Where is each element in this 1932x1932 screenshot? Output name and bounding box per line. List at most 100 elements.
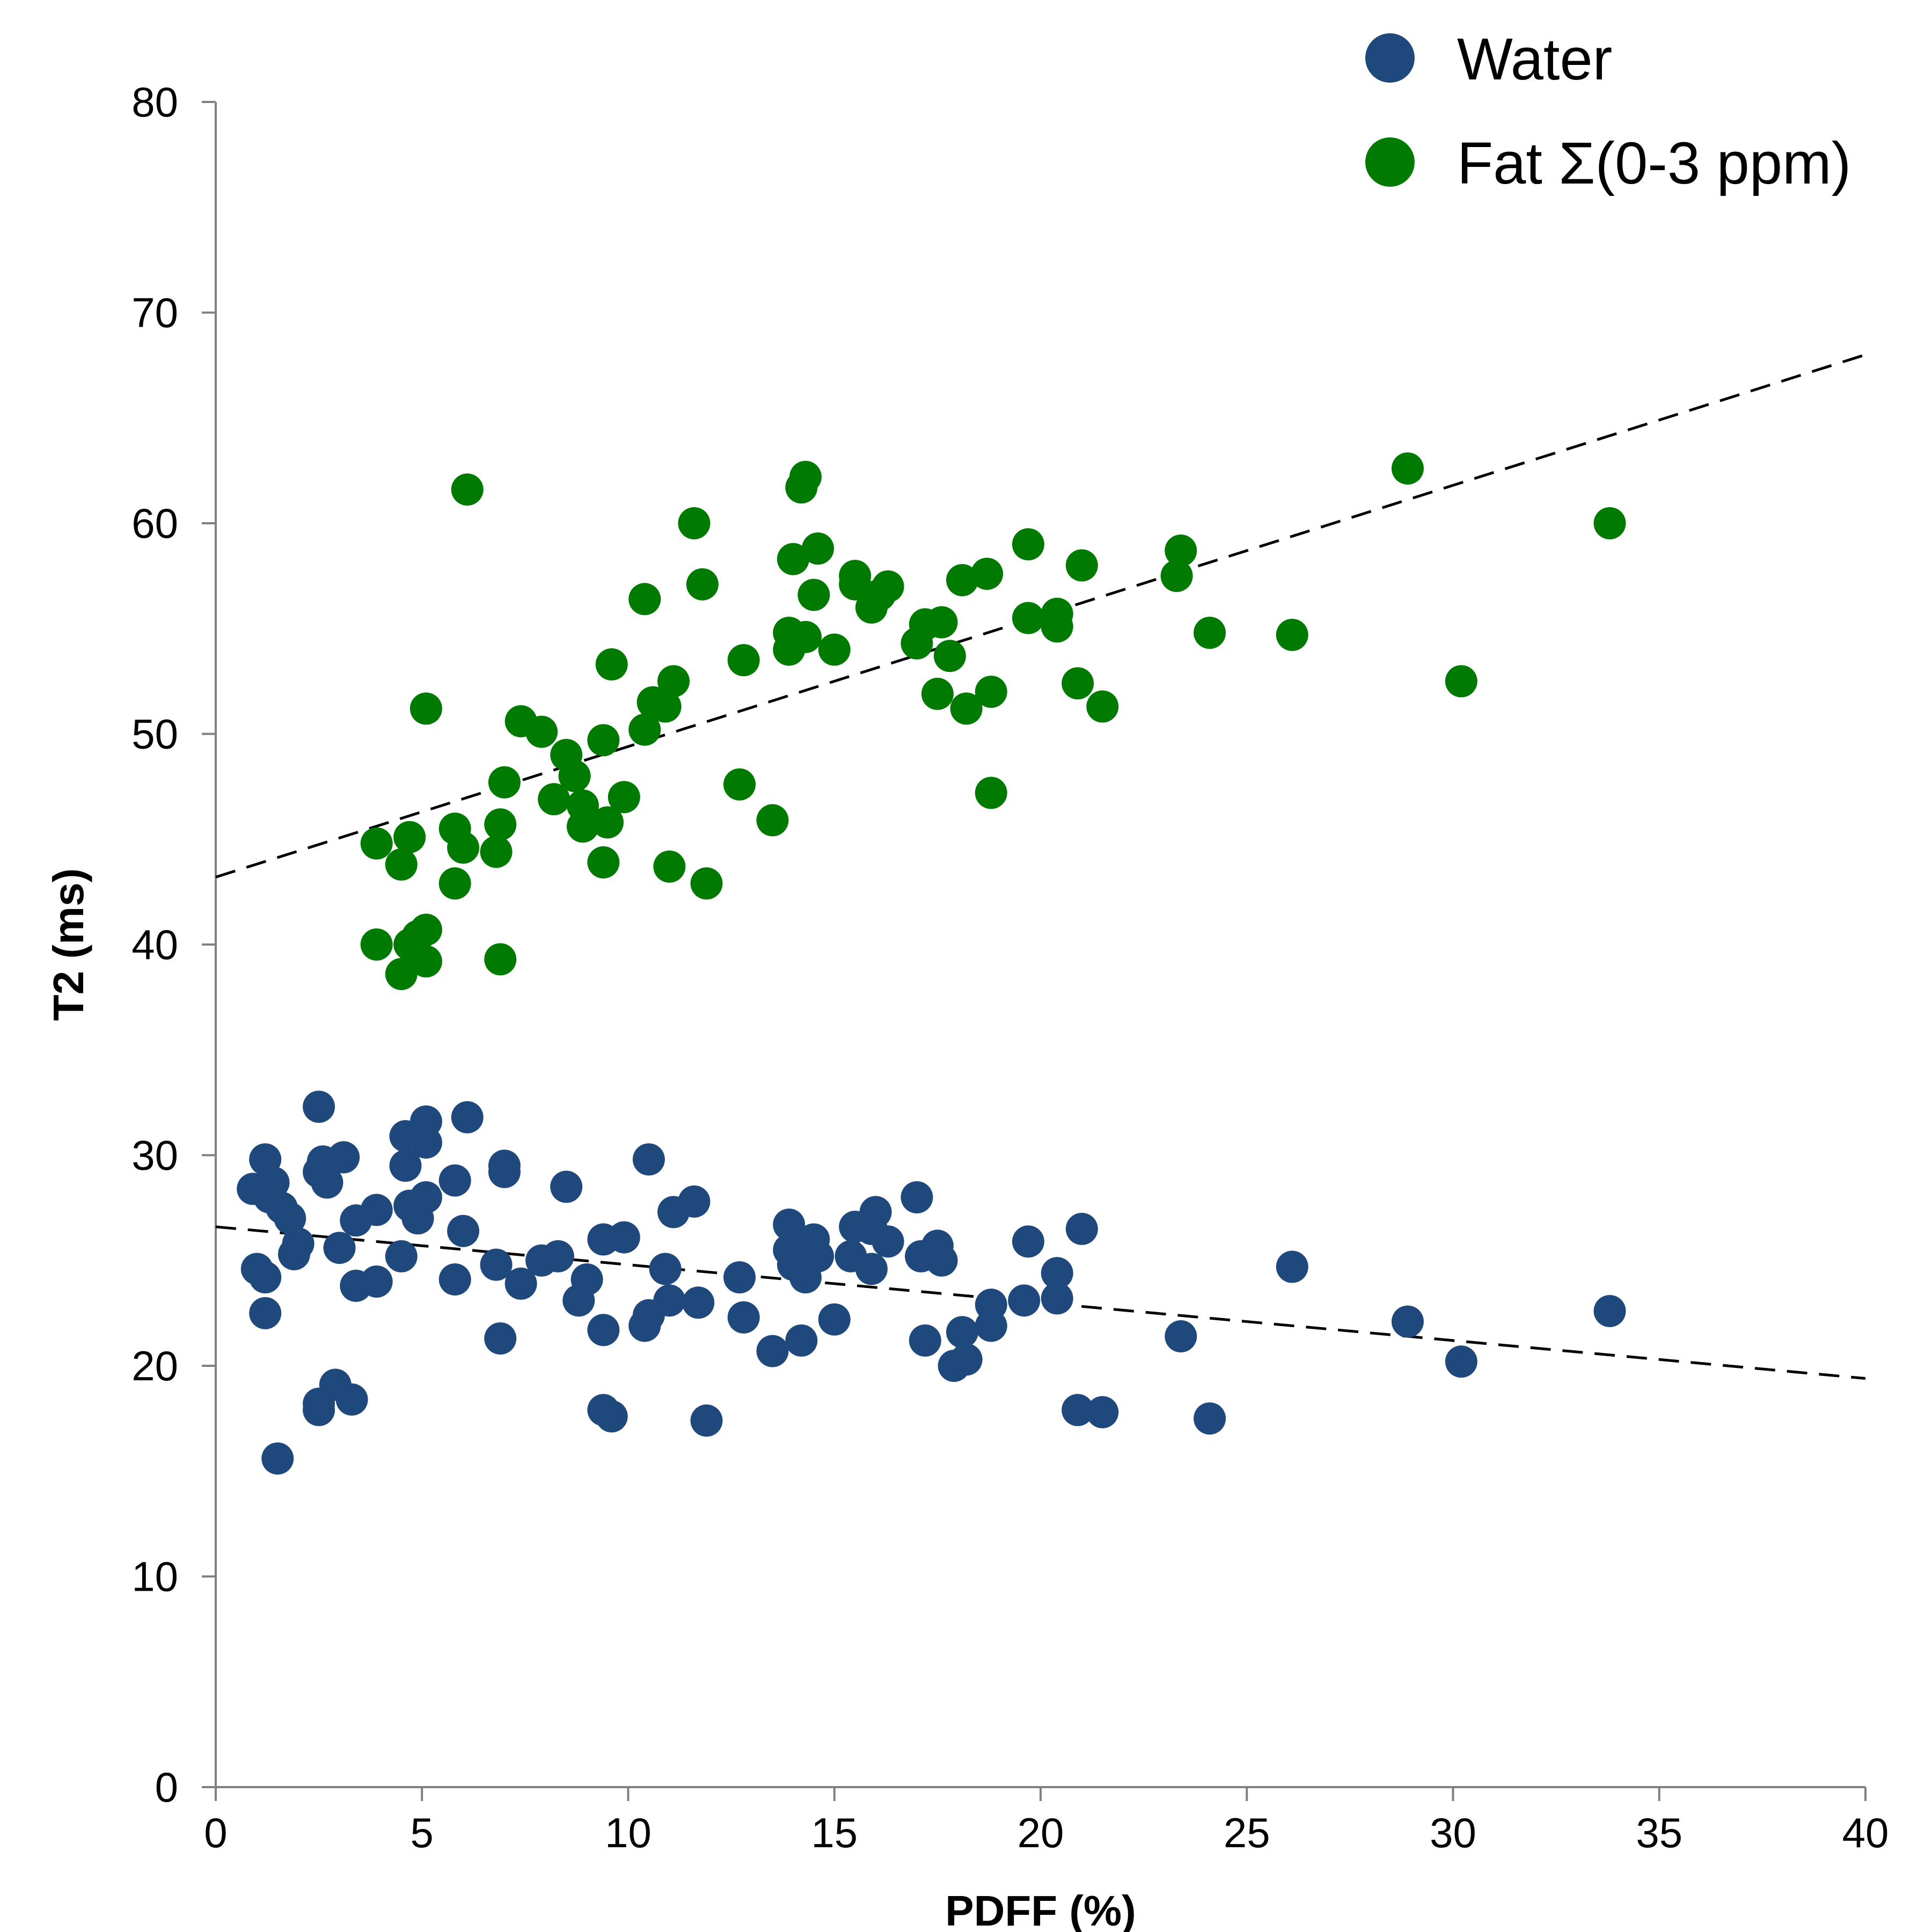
point-fat-8 <box>409 945 442 978</box>
point-fat-13 <box>451 473 484 506</box>
point-water-21 <box>360 1265 393 1298</box>
point-fat-33 <box>649 690 682 723</box>
point-fat-50 <box>818 633 851 666</box>
y-tick-label-6: 60 <box>131 500 178 547</box>
point-fat-15 <box>484 808 517 841</box>
point-fat-52 <box>839 568 872 601</box>
point-fat-69 <box>1041 610 1073 643</box>
x-tick-label-8: 40 <box>1842 1809 1889 1856</box>
point-fat-42 <box>777 543 809 575</box>
point-fat-66 <box>1012 528 1044 561</box>
point-fat-58 <box>925 606 958 639</box>
point-fat-78 <box>1445 665 1477 698</box>
point-fat-14 <box>488 766 521 799</box>
point-fat-2 <box>385 848 418 881</box>
point-fat-34 <box>657 665 690 698</box>
point-fat-7 <box>409 913 442 946</box>
point-water-40 <box>480 1248 513 1281</box>
point-fat-75 <box>1194 617 1226 649</box>
point-water-39 <box>488 1155 521 1188</box>
legend: Water Fat Σ(0-3 ppm) <box>1365 26 1851 196</box>
point-fat-60 <box>921 677 954 710</box>
point-water-98 <box>1276 1250 1308 1283</box>
point-water-79 <box>901 1181 933 1213</box>
point-water-12 <box>303 1091 335 1123</box>
point-water-11 <box>261 1442 294 1475</box>
point-water-7 <box>249 1261 282 1294</box>
point-water-88 <box>975 1309 1007 1342</box>
point-fat-61 <box>946 564 978 596</box>
point-water-44 <box>541 1240 574 1272</box>
point-water-99 <box>1391 1305 1424 1338</box>
point-fat-11 <box>447 831 480 864</box>
point-water-74 <box>855 1253 888 1285</box>
point-fat-22 <box>558 760 591 792</box>
point-fat-49 <box>797 579 830 611</box>
point-fat-71 <box>1062 667 1094 700</box>
point-fat-17 <box>484 943 517 976</box>
point-water-71 <box>785 1324 818 1357</box>
point-water-83 <box>909 1324 941 1357</box>
point-fat-30 <box>628 713 661 746</box>
point-water-91 <box>1041 1257 1073 1290</box>
point-fat-28 <box>595 648 628 680</box>
point-fat-1 <box>360 928 393 961</box>
point-water-10 <box>249 1297 282 1329</box>
point-water-78 <box>818 1303 851 1336</box>
point-water-96 <box>1165 1320 1197 1353</box>
point-fat-24 <box>566 810 599 843</box>
point-fat-16 <box>480 836 513 868</box>
point-fat-64 <box>975 676 1007 708</box>
point-water-29 <box>389 1150 422 1182</box>
axes <box>215 102 1865 1788</box>
point-fat-72 <box>1086 690 1119 723</box>
point-fat-29 <box>608 781 640 814</box>
point-fat-73 <box>1165 535 1197 567</box>
point-water-41 <box>504 1267 537 1300</box>
point-fat-47 <box>789 460 822 493</box>
point-water-33 <box>385 1240 418 1272</box>
point-water-92 <box>1041 1282 1073 1315</box>
point-water-63 <box>727 1301 760 1334</box>
point-fat-74 <box>1160 560 1193 592</box>
point-water-34 <box>438 1164 471 1197</box>
point-water-32 <box>401 1202 434 1235</box>
point-water-93 <box>1065 1212 1098 1245</box>
point-water-56 <box>628 1309 661 1342</box>
x-tick-label-4: 20 <box>1018 1809 1064 1856</box>
point-fat-62 <box>971 558 1004 590</box>
legend-label-fat: Fat Σ(0-3 ppm) <box>1457 130 1851 196</box>
data-points <box>237 452 1626 1475</box>
legend-marker-fat <box>1365 137 1415 187</box>
point-fat-12 <box>438 867 471 900</box>
y-tick-label-1: 10 <box>131 1553 178 1600</box>
point-fat-36 <box>678 507 711 539</box>
point-fat-48 <box>802 532 835 565</box>
point-water-49 <box>608 1221 640 1254</box>
point-fat-9 <box>409 692 442 725</box>
point-water-37 <box>438 1263 471 1296</box>
point-fat-39 <box>727 644 760 677</box>
point-fat-76 <box>1276 619 1308 652</box>
x-tick-label-2: 10 <box>605 1809 652 1856</box>
point-fat-35 <box>653 850 686 883</box>
ticks: 0 5 10 15 20 25 30 35 40 0 10 20 30 40 50 60 70 80 <box>131 78 1889 1856</box>
point-water-53 <box>632 1143 665 1176</box>
point-water-52 <box>595 1400 628 1433</box>
y-tick-label-3: 30 <box>131 1132 178 1179</box>
point-water-36 <box>447 1214 480 1247</box>
point-fat-55 <box>872 570 904 603</box>
point-water-17 <box>323 1232 356 1264</box>
point-water-54 <box>649 1253 682 1285</box>
point-water-57 <box>653 1284 686 1317</box>
x-tick-label-1: 5 <box>411 1809 434 1856</box>
point-water-59 <box>678 1185 711 1218</box>
point-water-15 <box>311 1166 343 1199</box>
point-water-24 <box>303 1394 335 1426</box>
point-fat-20 <box>538 783 570 816</box>
point-fat-19 <box>525 715 558 748</box>
x-tick-label-5: 25 <box>1224 1809 1270 1856</box>
point-water-90 <box>1008 1284 1041 1317</box>
point-fat-59 <box>933 640 966 672</box>
